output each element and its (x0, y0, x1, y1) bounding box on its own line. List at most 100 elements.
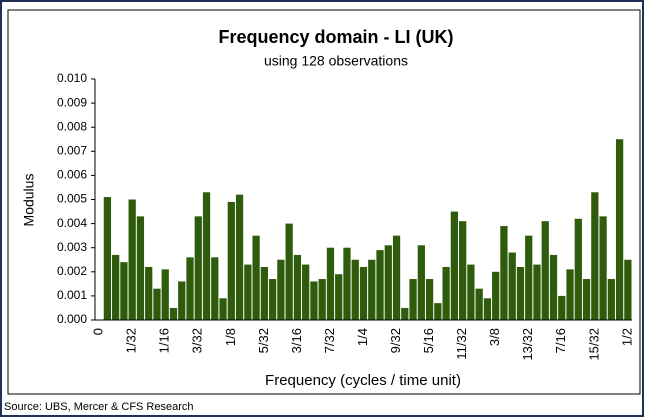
bar (558, 295, 566, 320)
bar (302, 264, 310, 320)
bar (475, 288, 483, 320)
chart-subtitle: using 128 observations (264, 53, 408, 69)
bar (310, 281, 318, 320)
chart-area (7, 9, 641, 395)
bar (120, 262, 128, 320)
bar (227, 201, 235, 320)
bar (566, 269, 574, 320)
x-tick-label: 3/16 (289, 328, 304, 353)
x-tick-label: 1/8 (223, 328, 238, 346)
bar (401, 307, 409, 320)
bar (145, 266, 153, 320)
bar (186, 257, 194, 320)
bar (268, 279, 277, 320)
bar (277, 259, 285, 320)
bar (293, 254, 302, 320)
bar (260, 266, 268, 320)
y-tick-label: 0.005 (57, 192, 87, 206)
bar (599, 216, 607, 320)
bar (202, 192, 211, 320)
bar (384, 245, 392, 320)
bar (508, 252, 516, 320)
bar (607, 279, 615, 320)
x-tick-label: 7/32 (322, 328, 337, 353)
bar (285, 223, 293, 320)
bar (525, 235, 533, 320)
bar (574, 218, 582, 320)
x-tick-label: 7/16 (553, 328, 568, 353)
bar (442, 266, 450, 320)
bar (244, 264, 252, 320)
y-tick-label: 0.004 (57, 216, 87, 230)
y-tick-label: 0.002 (57, 264, 87, 278)
x-tick-label: 3/8 (487, 328, 502, 346)
bar (483, 298, 492, 320)
x-tick-label: 11/32 (454, 328, 469, 360)
bar (392, 235, 401, 320)
bar (335, 274, 343, 320)
bar (434, 303, 442, 320)
y-tick-label: 0.009 (57, 95, 87, 109)
bar (351, 259, 359, 320)
bar (112, 254, 120, 320)
y-tick-label: 0.003 (57, 240, 87, 254)
y-tick-label: 0.000 (57, 312, 87, 326)
bar (318, 279, 326, 320)
x-tick-label: 1/16 (157, 328, 172, 353)
bar (624, 259, 632, 320)
x-tick-label: 13/32 (520, 328, 535, 361)
bar (211, 257, 219, 320)
bar (409, 279, 417, 320)
bar (359, 266, 368, 320)
bar (103, 197, 112, 320)
bar (326, 247, 335, 320)
x-tick-label: 1/4 (355, 328, 370, 346)
bar (615, 139, 624, 320)
bar (591, 192, 599, 320)
x-tick-label: 1/2 (619, 328, 634, 346)
y-tick-label: 0.001 (57, 288, 87, 302)
x-tick-label: 15/32 (586, 328, 601, 361)
bar (128, 199, 136, 320)
bar (376, 250, 384, 320)
bar (178, 281, 186, 320)
y-tick-label: 0.010 (57, 71, 87, 85)
x-tick-label: 9/32 (388, 328, 403, 353)
x-tick-label: 0 (91, 328, 106, 335)
bar (459, 221, 467, 320)
y-axis-title: Modulus (21, 174, 37, 227)
source-note: Source: UBS, Mercer & CFS Research (4, 401, 194, 413)
bar (161, 269, 169, 320)
bar (252, 235, 260, 320)
bar (343, 247, 351, 320)
bar (219, 298, 227, 320)
bar (194, 216, 202, 320)
bar (169, 307, 178, 320)
x-tick-label: 3/32 (190, 328, 205, 353)
x-tick-label: 1/32 (124, 328, 139, 353)
bar (541, 221, 549, 320)
y-tick-label: 0.006 (57, 168, 87, 182)
bar (549, 254, 558, 320)
bar (368, 259, 376, 320)
bar (533, 264, 541, 320)
bar (136, 216, 145, 320)
bar (492, 271, 500, 320)
bar (417, 245, 425, 320)
bar (582, 279, 591, 320)
bar (235, 194, 244, 320)
y-tick-label: 0.007 (57, 143, 87, 157)
bar (467, 264, 475, 320)
y-tick-label: 0.008 (57, 119, 87, 133)
bar (153, 288, 161, 320)
bar (516, 266, 525, 320)
bar (450, 211, 459, 320)
x-tick-label: 5/32 (256, 328, 271, 353)
x-axis-title: Frequency (cycles / time unit) (265, 372, 461, 389)
bar (500, 226, 508, 320)
bar (425, 279, 434, 320)
x-tick-label: 5/16 (421, 328, 436, 353)
chart-title: Frequency domain - LI (UK) (218, 27, 453, 47)
